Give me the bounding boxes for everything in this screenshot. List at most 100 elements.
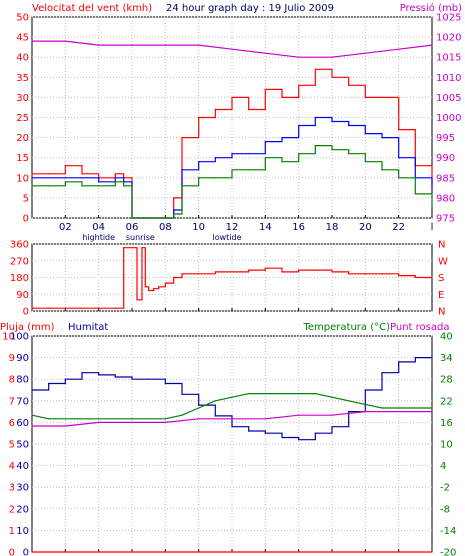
wind-panel-annotation-1: sunrise <box>126 233 155 242</box>
series-gust-point-18 <box>298 84 300 86</box>
series-gust-point-12 <box>198 116 200 119</box>
wind-panel-xtick-3: 08 <box>159 222 172 233</box>
series-direction-point-5 <box>114 307 116 309</box>
series-gust-point-22 <box>364 96 366 98</box>
wind-panel-xtick-5: 12 <box>226 222 239 233</box>
series-humidity-point-14 <box>264 432 266 434</box>
series-avg_wind2-point-8 <box>148 217 150 219</box>
series-avg_wind-point-19 <box>314 116 316 119</box>
series-humidity-point-17 <box>314 432 316 434</box>
pressure-axis-ytick-0: 975 <box>436 214 455 225</box>
series-temperature-point-24 <box>431 407 433 409</box>
series-avg_wind2-point-25 <box>414 193 416 195</box>
humidity-axis-ytick-2: 20 <box>16 504 29 515</box>
series-direction-point-20 <box>231 271 233 273</box>
series-temperature-point-20 <box>364 403 366 405</box>
series-direction-point-27 <box>348 273 350 275</box>
wind-axis-label: Velocitat del vent (kmh) <box>32 3 152 14</box>
series-direction-point-19 <box>214 271 216 273</box>
series-avg_wind2-point-26 <box>431 205 433 207</box>
series-humidity-point-18 <box>331 426 333 428</box>
series-avg_wind2-point-4 <box>98 185 100 187</box>
direction-panel-ytick-0: 0 <box>23 307 29 318</box>
pressure-axis-ytick-8: 1015 <box>436 53 461 64</box>
temperature-axis-ytick-5: 10 <box>440 440 453 451</box>
series-direction-point-13 <box>153 288 155 290</box>
wind-panel-xtick-9: 20 <box>359 222 372 233</box>
series-avg_wind-point-24 <box>398 157 400 159</box>
series-avg_wind-point-14 <box>231 153 233 155</box>
rain-axis-ytick-1: 1 <box>9 526 15 537</box>
series-humidity-point-23 <box>414 357 416 359</box>
pressure-axis-ytick-7: 1010 <box>436 73 461 84</box>
series-humidity-point-15 <box>281 436 283 439</box>
series-avg_wind-point-16 <box>264 141 266 143</box>
series-dewpoint-point-10 <box>364 411 366 413</box>
temperature-axis-label: Temperatura (°C) <box>302 322 390 333</box>
wind-panel-ytick-3: 15 <box>16 153 29 164</box>
rain-axis-ytick-2: 2 <box>9 504 15 515</box>
series-direction-point-3 <box>81 307 83 309</box>
series-temperature-point-1 <box>48 418 50 420</box>
series-temperature-point-12 <box>231 396 233 398</box>
series-humidity-point-8 <box>164 382 166 385</box>
series-humidity-point-24 <box>431 354 433 357</box>
series-direction-point-6 <box>121 307 123 309</box>
series-dewpoint-point-12 <box>431 411 433 413</box>
pressure-axis-ytick-10: 1025 <box>436 13 461 24</box>
rain-axis-ytick-8: 8 <box>9 375 15 386</box>
pressure-axis-ytick-4: 995 <box>436 133 455 144</box>
series-humidity-point-9 <box>181 393 183 395</box>
series-humidity-point-20 <box>364 389 366 391</box>
humidity-axis-ytick-5: 50 <box>16 440 29 451</box>
humidity-axis-ytick-6: 60 <box>16 418 29 429</box>
wind-panel-ytick-8: 40 <box>16 53 29 64</box>
humidity-axis-ytick-3: 30 <box>16 483 29 494</box>
humidity-axis-ytick-0: 0 <box>23 548 29 556</box>
series-pressure-point-11 <box>398 48 400 50</box>
series-temperature-point-18 <box>331 396 333 398</box>
humidity-axis-ytick-4: 40 <box>16 461 29 472</box>
series-avg_wind-point-22 <box>364 132 366 135</box>
series-direction-point-7 <box>123 247 125 249</box>
series-avg_wind2-point-17 <box>281 161 283 163</box>
series-pressure-point-10 <box>364 52 366 54</box>
series-avg_wind2-point-9 <box>164 217 166 219</box>
series-direction <box>32 247 432 309</box>
series-gust-point-10 <box>173 197 175 199</box>
series-dewpoint-point-11 <box>398 411 400 413</box>
series-humidity-point-4 <box>98 374 100 376</box>
direction-panel-ytick-1: 90 <box>16 290 29 301</box>
series-humidity-point-12 <box>231 426 233 428</box>
series-humidity-point-3 <box>81 372 83 374</box>
series-pressure-point-0 <box>31 40 33 42</box>
series-direction-point-12 <box>148 289 150 292</box>
direction-panel-ytick-2: 180 <box>10 273 29 284</box>
compass-label-2: S <box>438 273 444 284</box>
pressure-axis-ytick-2: 985 <box>436 173 455 184</box>
series-rain-point-1 <box>431 551 433 553</box>
series-direction-point-16 <box>173 276 175 279</box>
series-dewpoint-point-8 <box>298 414 300 416</box>
pressure-axis-ytick-9: 1020 <box>436 33 461 44</box>
series-temperature-point-9 <box>181 414 183 416</box>
series-avg_wind-point-17 <box>281 137 283 139</box>
series-gust-point-0 <box>31 173 33 175</box>
series-direction-point-15 <box>164 282 166 284</box>
wind-panel-xtick-1: 04 <box>92 222 105 233</box>
wind-panel-annotation-0: hightide <box>82 233 115 242</box>
series-direction-point-9 <box>136 299 138 301</box>
temperature-axis-ytick-8: 28 <box>440 375 453 386</box>
wind-panel-ytick-7: 35 <box>16 73 29 84</box>
wind-panel-ytick-6: 30 <box>16 93 29 104</box>
wind-panel-ytick-4: 20 <box>16 133 29 144</box>
series-pressure-point-1 <box>64 40 66 42</box>
series-dewpoint-point-6 <box>231 418 233 420</box>
rain-axis-label: Pluja (mm) <box>0 322 55 333</box>
humidity-axis-ytick-7: 70 <box>16 396 29 407</box>
pressure-axis-ytick-5: 1000 <box>436 113 461 124</box>
wind-panel-xtick-4: 10 <box>192 222 205 233</box>
series-avg_wind2-point-19 <box>314 145 316 147</box>
series-avg_wind2-point-23 <box>381 169 383 171</box>
